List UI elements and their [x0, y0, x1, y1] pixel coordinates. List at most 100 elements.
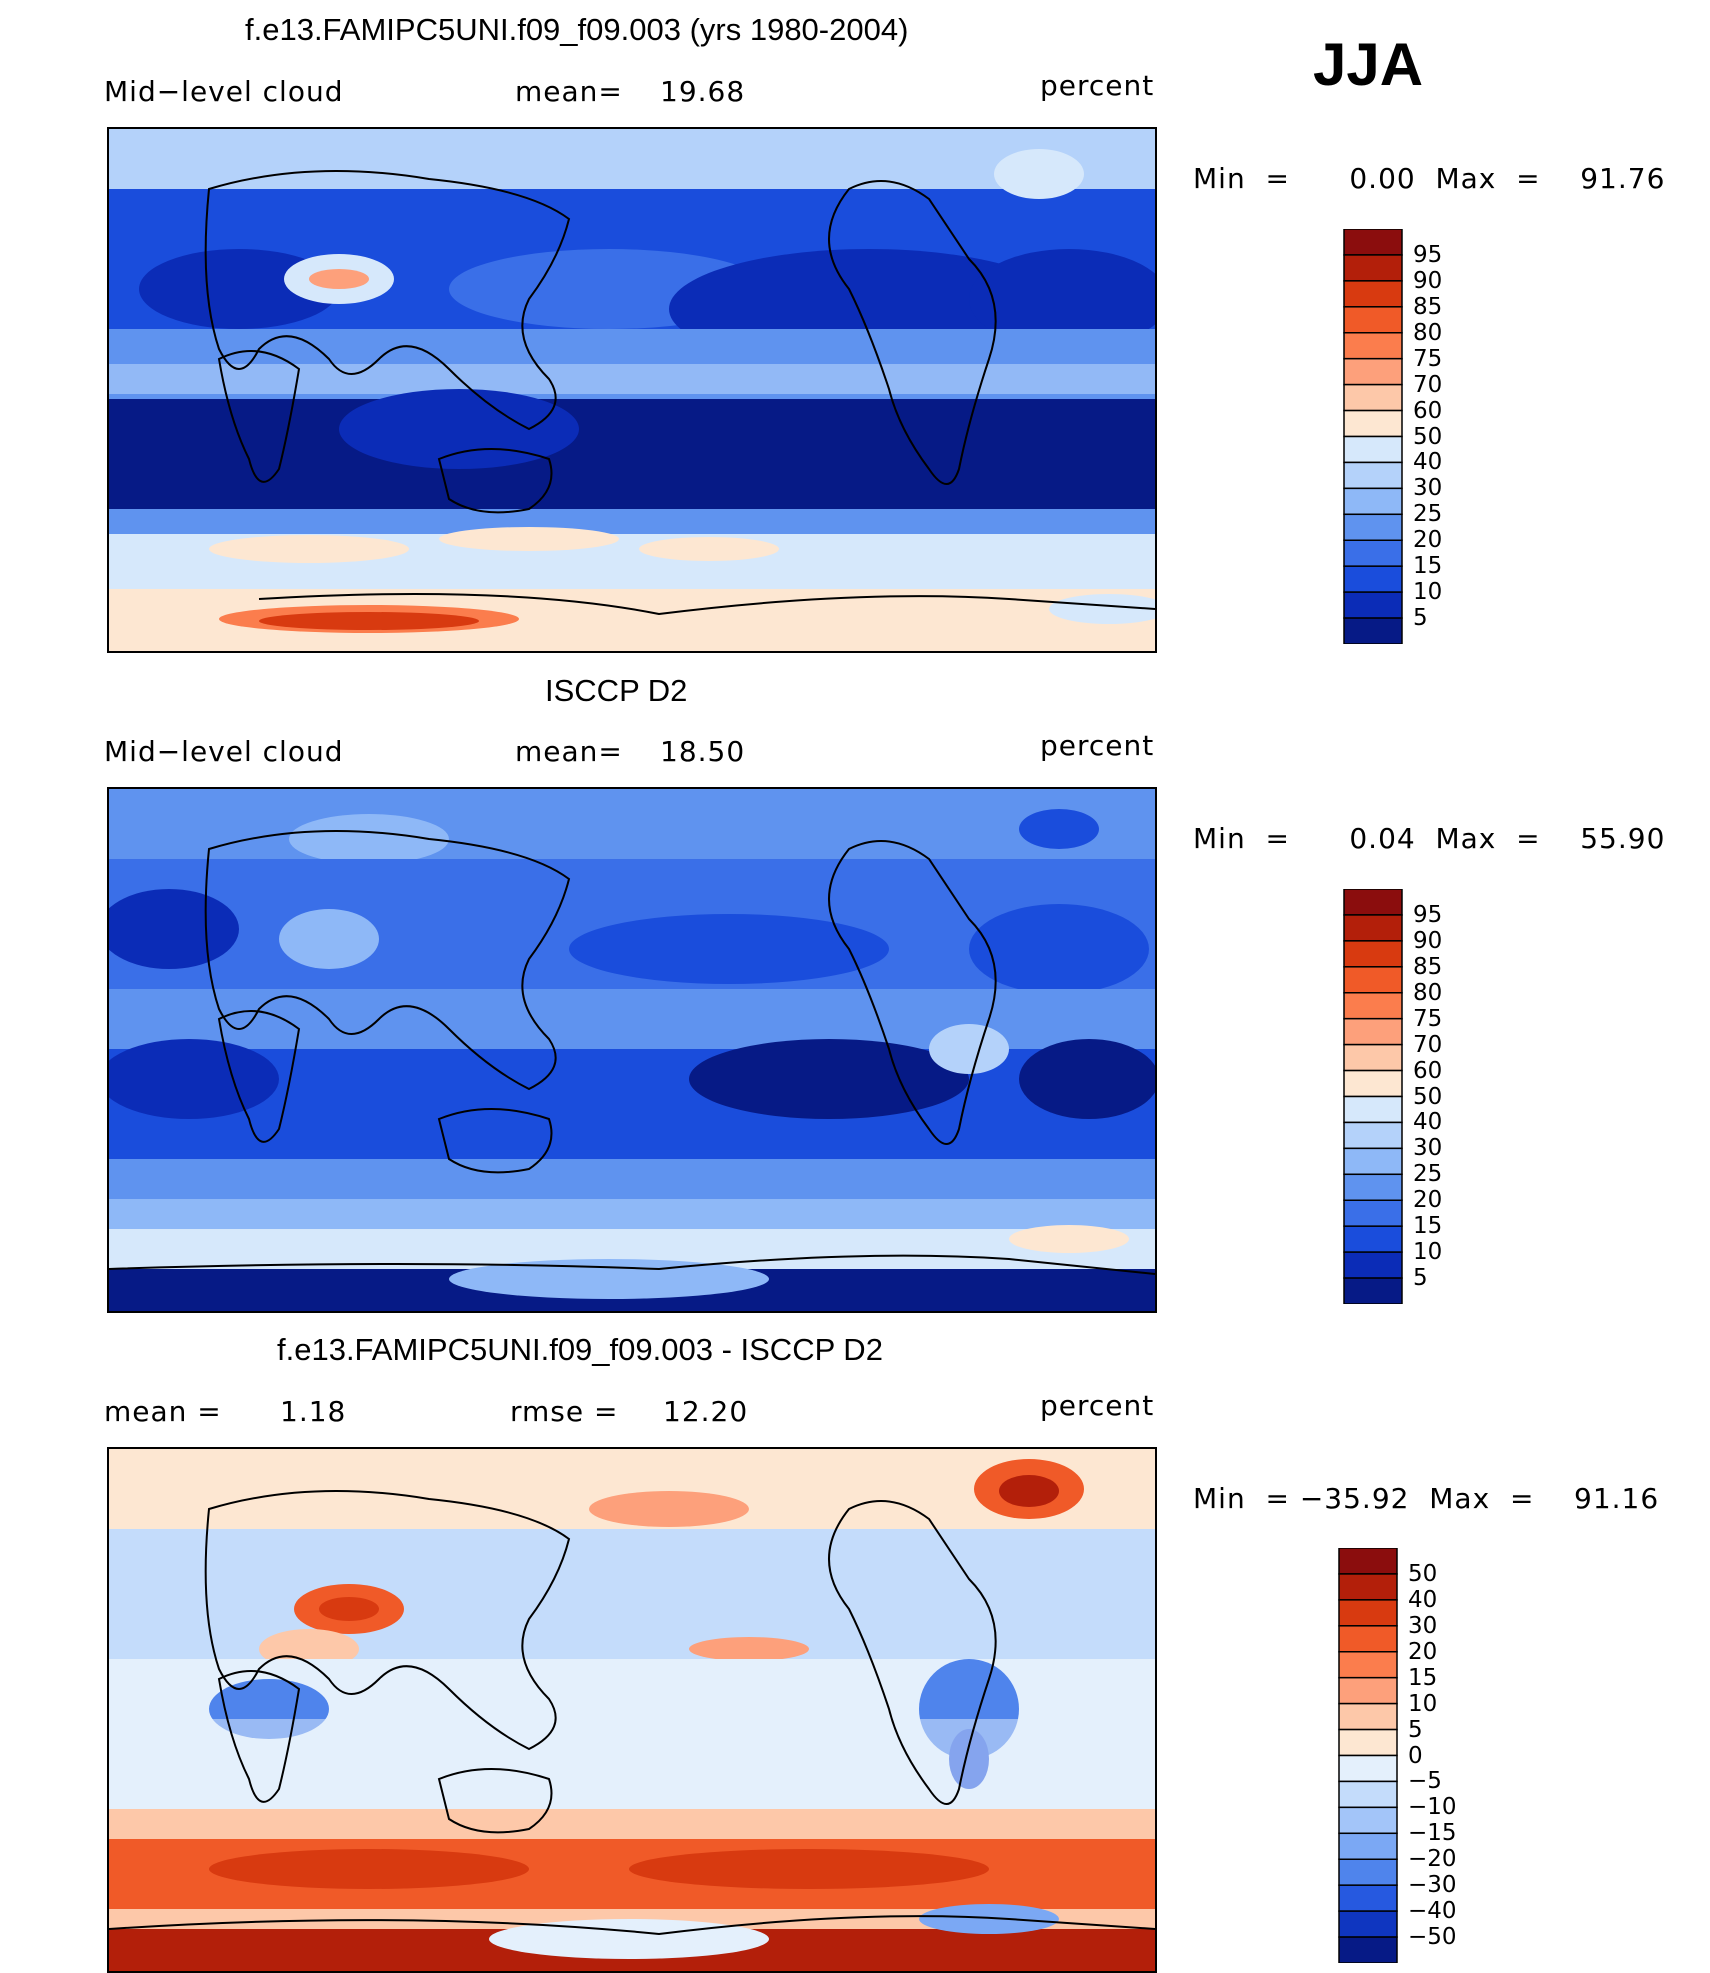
panel3-minmax: Min = −35.92 Max = 91.16	[1193, 1482, 1660, 1515]
panel2-colorbar-svg	[1343, 888, 1403, 1305]
panel1-units: percent	[1040, 69, 1155, 102]
colorbar-tick-label: 15	[1413, 553, 1443, 580]
colorbar-swatch	[1343, 383, 1403, 412]
colorbar-tick-label: −30	[1408, 1872, 1457, 1899]
panel1-mean-label: mean=	[515, 75, 623, 108]
colorbar-swatch	[1343, 513, 1403, 541]
colorbar-swatch	[1343, 591, 1403, 619]
colorbar-tick-label: 30	[1413, 1135, 1443, 1162]
colorbar-tick-label: 20	[1413, 1187, 1443, 1214]
colorbar-swatch	[1338, 1573, 1398, 1601]
colorbar-tick-label: 10	[1408, 1690, 1438, 1717]
colorbar-swatch	[1343, 461, 1403, 490]
colorbar-tick-label: 50	[1413, 423, 1443, 450]
colorbar-tick-label: 95	[1413, 901, 1443, 928]
colorbar-swatch	[1343, 1225, 1403, 1253]
colorbar-swatch	[1343, 409, 1403, 438]
panel2-map-svg	[109, 789, 1155, 1311]
colorbar-swatch	[1338, 1806, 1398, 1835]
colorbar-swatch	[1338, 1676, 1398, 1705]
colorbar-tick-label: 0	[1408, 1742, 1423, 1769]
colorbar-tick-label: 90	[1413, 927, 1443, 954]
panel1-minmax: Min = 0.00 Max = 91.76	[1193, 162, 1666, 195]
panel3-colorbar-svg	[1338, 1547, 1398, 1964]
colorbar-swatch	[1343, 888, 1403, 916]
colorbar-swatch	[1343, 940, 1403, 968]
colorbar-tick-label: 75	[1413, 1005, 1443, 1032]
colorbar-swatch	[1343, 1173, 1403, 1201]
colorbar-swatch	[1343, 1043, 1403, 1072]
colorbar-tick-label: 80	[1413, 979, 1443, 1006]
panel1-colorbar-svg	[1343, 228, 1403, 645]
colorbar-swatch	[1343, 1147, 1403, 1176]
panel2-units: percent	[1040, 729, 1155, 762]
colorbar-tick-label: 85	[1413, 953, 1443, 980]
colorbar-swatch	[1343, 966, 1403, 994]
panel2-field-label: Mid−level cloud	[104, 735, 344, 768]
panel2-mean-label: mean=	[515, 735, 623, 768]
colorbar-swatch	[1338, 1547, 1398, 1575]
colorbar-tick-label: −5	[1408, 1768, 1442, 1795]
colorbar-swatch	[1343, 1277, 1403, 1305]
colorbar-swatch	[1343, 1199, 1403, 1227]
colorbar-tick-label: −20	[1408, 1846, 1457, 1873]
colorbar-swatch	[1343, 332, 1403, 360]
colorbar-swatch	[1343, 1121, 1403, 1150]
colorbar-tick-label: 70	[1413, 371, 1443, 398]
panel3-title: f.e13.FAMIPC5UNI.f09_f09.003 - ISCCP D2	[277, 1332, 883, 1367]
colorbar-swatch	[1343, 1069, 1403, 1098]
panel2-minmax: Min = 0.04 Max = 55.90	[1193, 822, 1666, 855]
colorbar-swatch	[1343, 992, 1403, 1020]
colorbar-swatch	[1343, 487, 1403, 516]
colorbar-swatch	[1338, 1599, 1398, 1627]
panel3-map-svg	[109, 1449, 1155, 1971]
colorbar-swatch	[1343, 539, 1403, 567]
panel3-map	[107, 1447, 1157, 1973]
colorbar-swatch	[1338, 1884, 1398, 1912]
colorbar-tick-label: 5	[1413, 605, 1428, 632]
colorbar-tick-label: 95	[1413, 241, 1443, 268]
panel3-rmse-value: 12.20	[663, 1395, 749, 1428]
colorbar-swatch	[1338, 1832, 1398, 1860]
colorbar-swatch	[1338, 1780, 1398, 1809]
panel2-title: ISCCP D2	[545, 673, 688, 708]
colorbar-tick-label: 5	[1413, 1265, 1428, 1292]
panel1-map-svg	[109, 129, 1155, 651]
colorbar-tick-label: 40	[1408, 1586, 1438, 1613]
colorbar-tick-label: 5	[1408, 1716, 1423, 1743]
colorbar-tick-label: −15	[1408, 1820, 1457, 1847]
colorbar-tick-label: 40	[1413, 449, 1443, 476]
panel1-map	[107, 127, 1157, 653]
panel2-map	[107, 787, 1157, 1313]
panel3-units: percent	[1040, 1389, 1155, 1422]
colorbar-swatch	[1338, 1651, 1398, 1679]
colorbar-swatch	[1338, 1754, 1398, 1783]
panel1-title: f.e13.FAMIPC5UNI.f09_f09.003 (yrs 1980-2…	[245, 12, 909, 47]
panel1-field-label: Mid−level cloud	[104, 75, 344, 108]
panel3-mean-label: mean =	[104, 1395, 222, 1428]
panel2-mean-value: 18.50	[660, 735, 746, 768]
colorbar-swatch	[1338, 1728, 1398, 1757]
colorbar-tick-label: −10	[1408, 1794, 1457, 1821]
colorbar-swatch	[1338, 1910, 1398, 1938]
colorbar-tick-label: 75	[1413, 345, 1443, 372]
colorbar-swatch	[1343, 1017, 1403, 1046]
colorbar-tick-label: 25	[1413, 1161, 1443, 1188]
colorbar-swatch	[1343, 280, 1403, 308]
panel1-mean-value: 19.68	[660, 75, 746, 108]
colorbar-tick-label: 10	[1413, 1239, 1443, 1266]
colorbar-swatch	[1343, 228, 1403, 256]
season-label: JJA	[1313, 31, 1424, 98]
colorbar-tick-label: 50	[1413, 1083, 1443, 1110]
colorbar-tick-label: 25	[1413, 501, 1443, 528]
colorbar-swatch	[1343, 435, 1403, 464]
colorbar-swatch	[1338, 1936, 1398, 1964]
colorbar-tick-label: 20	[1413, 527, 1443, 554]
colorbar-swatch	[1343, 617, 1403, 645]
colorbar-swatch	[1343, 1095, 1403, 1124]
colorbar-swatch	[1338, 1702, 1398, 1731]
colorbar-tick-label: −40	[1408, 1898, 1457, 1925]
colorbar-tick-label: 30	[1413, 475, 1443, 502]
colorbar-tick-label: 85	[1413, 293, 1443, 320]
colorbar-tick-label: 60	[1413, 397, 1443, 424]
